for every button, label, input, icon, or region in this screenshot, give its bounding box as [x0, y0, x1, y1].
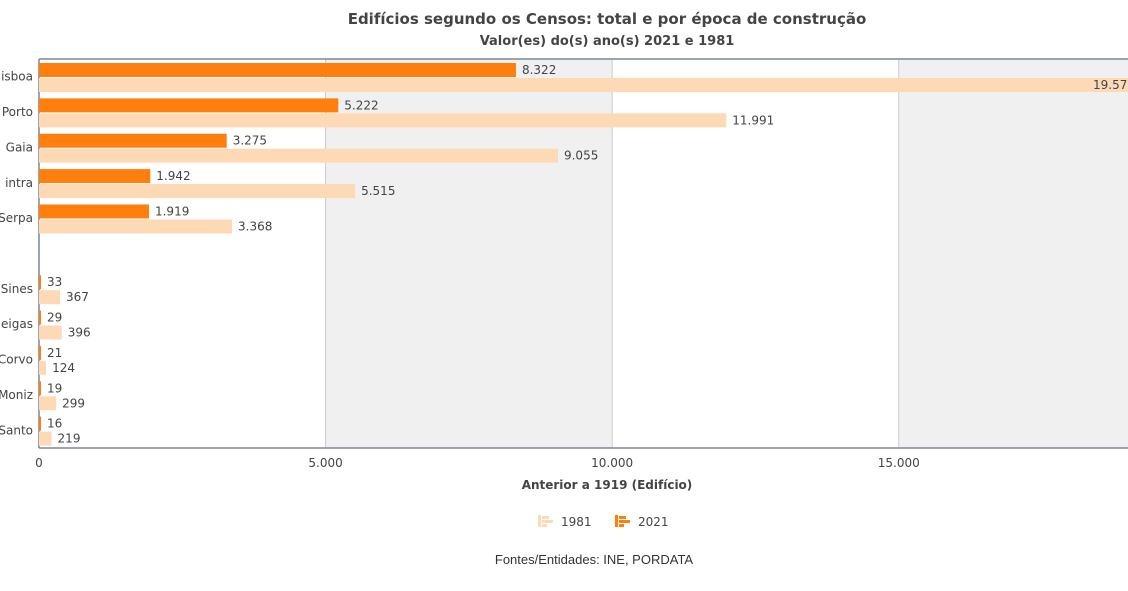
data-label-2021: 8.322	[522, 63, 556, 77]
chart-subtitle: Valor(es) do(s) ano(s) 2021 e 1981	[480, 34, 735, 49]
category-label: eigas	[1, 317, 33, 331]
bar-1981[interactable]	[39, 184, 356, 199]
bars	[39, 63, 1128, 446]
x-tick-label: 15.000	[878, 456, 920, 470]
bar-2021[interactable]	[39, 169, 151, 184]
chart-title: Edifícios segundo os Censos: total e por…	[348, 10, 867, 28]
bar-2021[interactable]	[39, 416, 41, 431]
data-labels: 8.322 19.57 5.222 11.991 3.275 9.055 1.942 5.51…	[47, 63, 1127, 446]
data-label-1981: 3.368	[238, 219, 272, 233]
data-label-2021: 21	[47, 346, 62, 360]
data-label-1981: 9.055	[564, 149, 598, 163]
bar-1981[interactable]	[39, 325, 62, 340]
plot-band	[898, 59, 1128, 448]
category-label: Serpa	[0, 211, 33, 225]
bar-1981[interactable]	[39, 360, 47, 375]
source-text: Fontes/Entidades: INE, PORDATA	[495, 552, 694, 567]
bar-1981[interactable]	[39, 431, 52, 446]
category-label: Porto	[2, 105, 33, 119]
data-label-1981: 367	[66, 290, 89, 304]
bar-2021[interactable]	[39, 63, 516, 77]
legend[interactable]: 1981 2021	[538, 515, 669, 529]
data-label-2021: 19	[47, 381, 62, 395]
bar-1981[interactable]	[39, 219, 233, 234]
bar-1981[interactable]	[39, 290, 61, 305]
category-label: Moniz	[0, 388, 33, 402]
bar-1981[interactable]	[39, 113, 727, 128]
bar-1981[interactable]	[39, 78, 1128, 92]
gridlines	[38, 58, 1128, 449]
legend-label: 1981	[561, 515, 592, 529]
bar-2021[interactable]	[39, 310, 41, 325]
data-label-1981: 299	[62, 396, 85, 410]
category-label: Corvo	[0, 353, 33, 367]
bar-2021[interactable]	[39, 275, 41, 290]
data-label-1981: 396	[68, 326, 91, 340]
category-labels: isboa Porto Gaia intra Serpa Sines eigas Corvo M…	[0, 70, 33, 438]
bar-1981[interactable]	[39, 148, 558, 163]
x-tick-label: 0	[35, 456, 43, 470]
x-tick-labels: 0 5.000 10.000 15.000	[35, 456, 920, 470]
category-label: Gaia	[6, 140, 33, 154]
category-label: Sines	[1, 282, 33, 296]
data-label-2021: 1.942	[156, 169, 190, 183]
legend-bar-icon	[538, 515, 553, 527]
data-label-1981: 219	[58, 432, 81, 446]
bar-1981[interactable]	[39, 396, 57, 411]
bar-2021[interactable]	[39, 204, 149, 219]
data-label-1981: 19.57	[1093, 78, 1127, 92]
category-label: isboa	[1, 70, 33, 84]
bar-2021[interactable]	[39, 345, 41, 360]
category-label: Santo	[0, 423, 33, 437]
x-axis-title: Anterior a 1919 (Edifício)	[522, 478, 693, 492]
x-tick-label: 10.000	[591, 456, 633, 470]
data-label-1981: 11.991	[732, 113, 774, 127]
data-label-2021: 16	[47, 417, 62, 431]
legend-bar-icon	[615, 515, 630, 527]
legend-item-1981[interactable]: 1981	[538, 515, 592, 529]
x-tick-label: 5.000	[308, 456, 342, 470]
data-label-2021: 3.275	[233, 134, 267, 148]
data-label-1981: 5.515	[361, 184, 395, 198]
category-label: intra	[5, 176, 33, 190]
legend-item-2021[interactable]: 2021	[615, 515, 669, 529]
data-label-2021: 29	[47, 311, 62, 325]
bar-2021[interactable]	[39, 381, 41, 396]
data-label-2021: 5.222	[344, 98, 378, 112]
data-label-1981: 124	[52, 361, 75, 375]
bar-2021[interactable]	[39, 98, 339, 113]
legend-label: 2021	[638, 515, 669, 529]
data-label-2021: 1.919	[155, 204, 189, 218]
data-label-2021: 33	[47, 275, 62, 289]
bar-2021[interactable]	[39, 133, 227, 148]
